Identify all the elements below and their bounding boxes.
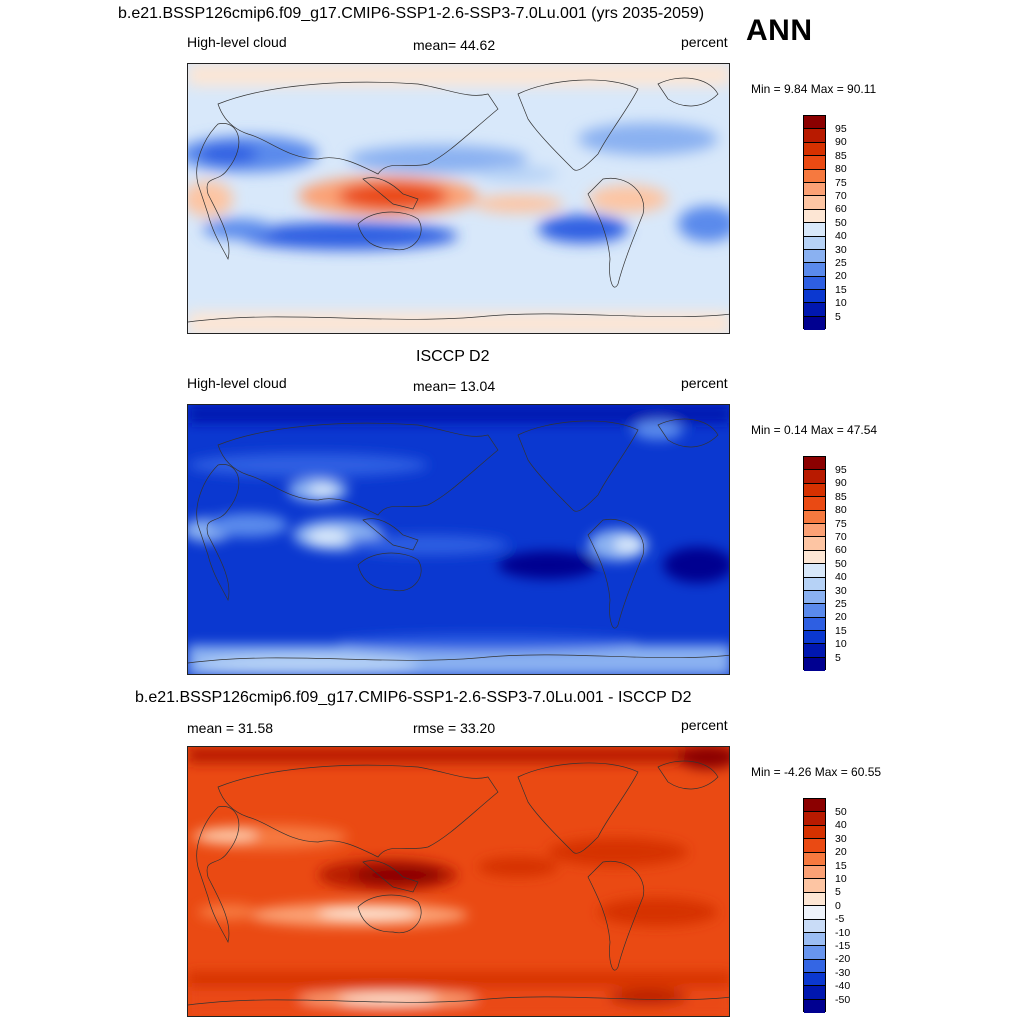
panel1-colorbar-tick: 5 bbox=[835, 310, 841, 323]
panel2-map bbox=[187, 404, 730, 675]
panel3-colorbar-tick: -5 bbox=[835, 913, 845, 926]
panel2-colorbar-tick: 5 bbox=[835, 651, 841, 664]
panel2-colorbar-tick: 25 bbox=[835, 598, 847, 610]
panel1-colorbar-tick: 15 bbox=[835, 283, 847, 296]
panel3-mean: mean = 31.58 bbox=[187, 720, 274, 736]
panel3-rmse: rmse = 33.20 bbox=[413, 720, 496, 736]
panel3-colorbar-tick: 30 bbox=[835, 832, 847, 845]
panel3-colorbar-tick: 15 bbox=[835, 859, 847, 872]
panel3-map-field bbox=[188, 747, 729, 1016]
panel2-colorbar-tick: 50 bbox=[835, 557, 847, 570]
panel1-colorbar-tick: 70 bbox=[835, 190, 847, 202]
season-label: ANN bbox=[746, 14, 813, 47]
panel1-colorbar-tick: 30 bbox=[835, 243, 847, 256]
panel3-units: percent bbox=[681, 717, 728, 733]
panel2-minmax: Min = 0.14 Max = 47.54 bbox=[751, 423, 878, 437]
panel2-colorbar-tick: 75 bbox=[835, 517, 847, 530]
panel1-variable-label: High-level cloud bbox=[187, 34, 287, 50]
panel2-title: ISCCP D2 bbox=[416, 348, 490, 365]
panel1-colorbar-tick: 60 bbox=[835, 203, 847, 216]
panel3-colorbar-tick: 20 bbox=[835, 846, 847, 859]
panel2-colorbar-tick: 15 bbox=[835, 624, 847, 637]
panel3-minmax: Min = -4.26 Max = 60.55 bbox=[751, 765, 882, 779]
panel3-colorbar-tick: -20 bbox=[835, 953, 851, 966]
panel3-coastlines bbox=[188, 760, 729, 1006]
panel3-colorbar-tick: -40 bbox=[835, 980, 851, 993]
panel1-colorbar-tick: 95 bbox=[835, 123, 847, 135]
figure-title: b.e21.BSSP126cmip6.f09_g17.CMIP6-SSP1-2.… bbox=[118, 5, 705, 22]
panel3-colorbar-tick: -50 bbox=[835, 993, 851, 1006]
panel3-colorbar-tick: -30 bbox=[835, 966, 851, 979]
panel2-coastlines bbox=[188, 418, 729, 664]
panel1-colorbar bbox=[803, 115, 826, 330]
panel2-colorbar-tick: 10 bbox=[835, 638, 847, 651]
panel1-mean: mean= 44.62 bbox=[413, 37, 496, 53]
panel2-map-field bbox=[188, 405, 729, 674]
panel1-colorbar-tick: 90 bbox=[835, 136, 847, 149]
panel2-colorbar-tick: 70 bbox=[835, 531, 847, 543]
panel1-colorbar-tick: 50 bbox=[835, 216, 847, 229]
panel2-colorbar-tick: 30 bbox=[835, 584, 847, 597]
panel2-colorbar-tick: 20 bbox=[835, 611, 847, 624]
panel2-colorbar bbox=[803, 456, 826, 671]
panel1-colorbar-tick: 85 bbox=[835, 149, 847, 162]
panel2-colorbar-tick: 80 bbox=[835, 504, 847, 517]
panel1-colorbar-tick: 75 bbox=[835, 176, 847, 189]
panel3-colorbar-tick: 5 bbox=[835, 886, 841, 899]
panel2-mean: mean= 13.04 bbox=[413, 378, 496, 394]
panel3-colorbar bbox=[803, 798, 826, 1013]
panel2-units: percent bbox=[681, 375, 728, 391]
panel2-colorbar-tick: 90 bbox=[835, 477, 847, 490]
panel2-colorbar-tick: 85 bbox=[835, 490, 847, 503]
panel2-colorbar-tick: 60 bbox=[835, 544, 847, 557]
panel1-colorbar-tick: 20 bbox=[835, 270, 847, 283]
panel1-colorbar-tick: 40 bbox=[835, 230, 847, 243]
panel3-colorbar-tick: 10 bbox=[835, 873, 847, 885]
panel3-colorbar-tick: -15 bbox=[835, 940, 851, 952]
panel1-colorbar-tick: 80 bbox=[835, 163, 847, 176]
panel1-map bbox=[187, 63, 730, 334]
panel2-colorbar-tick: 95 bbox=[835, 464, 847, 476]
panel3-map bbox=[187, 746, 730, 1017]
panel3-colorbar-tick: -10 bbox=[835, 926, 851, 939]
panel1-units: percent bbox=[681, 34, 728, 50]
panel1-map-field bbox=[188, 64, 729, 333]
panel3-colorbar-tick: 50 bbox=[835, 806, 847, 818]
panel1-minmax: Min = 9.84 Max = 90.11 bbox=[751, 82, 877, 96]
panel3-colorbar-tick: 40 bbox=[835, 819, 847, 832]
panel2-colorbar-tick: 40 bbox=[835, 571, 847, 584]
panel3-title: b.e21.BSSP126cmip6.f09_g17.CMIP6-SSP1-2.… bbox=[135, 689, 692, 706]
panel2-variable-label: High-level cloud bbox=[187, 375, 287, 391]
panel1-coastlines bbox=[188, 77, 729, 323]
panel1-colorbar-tick: 25 bbox=[835, 257, 847, 269]
panel3-colorbar-tick: 0 bbox=[835, 899, 841, 912]
panel1-colorbar-tick: 10 bbox=[835, 297, 847, 310]
